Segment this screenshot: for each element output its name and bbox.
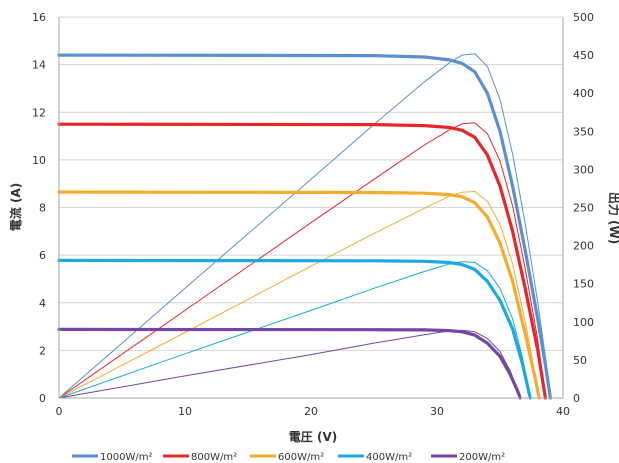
y2-tick-label: 150 (573, 278, 594, 291)
y2-axis-title: 出力 (W) (607, 192, 619, 244)
y2-tick-label: 400 (573, 87, 594, 100)
y-tick-label: 4 (39, 297, 46, 310)
legend-label: 600W/m² (278, 452, 324, 463)
legend-label: 400W/m² (366, 452, 412, 463)
power-curve (58, 191, 540, 399)
tick-labels: 0246810121416050100150200250300350400450… (32, 11, 594, 418)
legend-item: 800W/m² (163, 452, 237, 463)
power-curve (58, 261, 531, 399)
y-tick-label: 2 (39, 344, 46, 357)
current-curve (57, 53, 552, 400)
legend-item: 1000W/m² (72, 452, 152, 463)
y2-tick-label: 200 (573, 240, 594, 253)
power-curve (58, 122, 546, 399)
axes (58, 17, 564, 399)
y-tick-label: 16 (32, 11, 46, 24)
x-tick-label: 40 (556, 405, 570, 418)
legend-label: 1000W/m² (100, 452, 152, 463)
legend-item: 400W/m² (338, 452, 412, 463)
y2-tick-label: 450 (573, 49, 594, 62)
y-tick-label: 14 (32, 59, 46, 72)
gridlines (59, 16, 563, 351)
y-tick-label: 8 (39, 202, 46, 215)
x-tick-label: 0 (56, 405, 63, 418)
y-tick-label: 12 (32, 106, 46, 119)
y2-tick-label: 100 (573, 316, 594, 329)
legend-item: 600W/m² (250, 452, 324, 463)
legend: 1000W/m² 800W/m² 600W/m² 400W/m² 200W/m² (72, 452, 505, 463)
current-curve (57, 122, 547, 400)
legend-item: 200W/m² (431, 452, 505, 463)
x-tick-label: 30 (430, 405, 444, 418)
x-axis-title: 電圧 (V) (289, 430, 337, 444)
current-curve (57, 190, 541, 400)
x-tick-label: 10 (178, 405, 192, 418)
y2-tick-label: 0 (573, 392, 580, 405)
y2-tick-label: 50 (573, 354, 587, 367)
y2-tick-label: 300 (573, 163, 594, 176)
power-curve (58, 329, 521, 399)
y-axis-title: 電流 (A) (8, 183, 23, 231)
current-curve (57, 327, 522, 400)
y2-tick-label: 500 (573, 11, 594, 24)
y-tick-label: 10 (32, 154, 46, 167)
plot-area (57, 53, 552, 400)
y-tick-label: 0 (39, 392, 46, 405)
y-tick-label: 6 (39, 249, 46, 262)
x-tick-label: 20 (304, 405, 318, 418)
current-curve (57, 258, 532, 400)
y2-tick-label: 350 (573, 125, 594, 138)
power-curve (58, 53, 551, 399)
legend-label: 800W/m² (191, 452, 237, 463)
y2-tick-label: 250 (573, 202, 594, 215)
legend-label: 200W/m² (459, 452, 505, 463)
